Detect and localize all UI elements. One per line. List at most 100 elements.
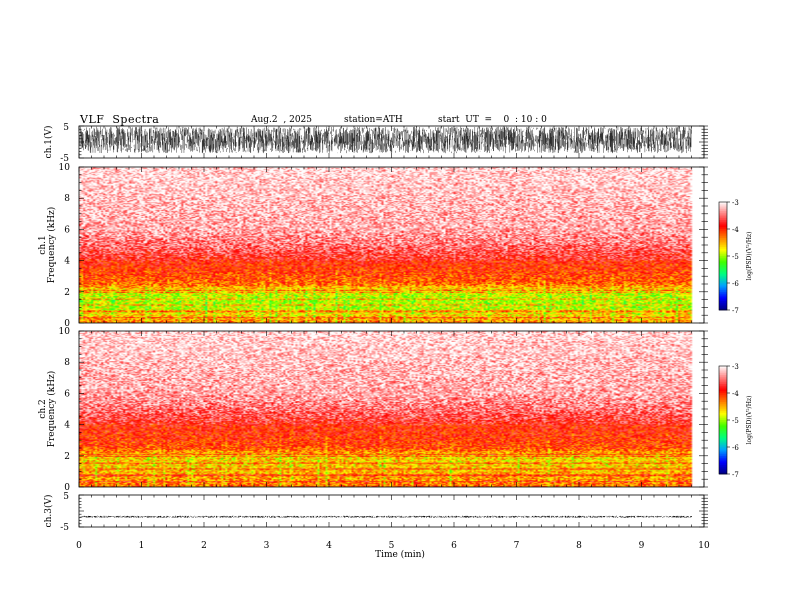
colorbar-cell bbox=[719, 375, 727, 378]
colorbar-cell bbox=[719, 218, 727, 221]
colorbar-cell bbox=[719, 306, 727, 309]
colorbar-cell bbox=[719, 423, 727, 426]
colorbar-cell bbox=[719, 234, 727, 237]
colorbar-cell bbox=[719, 459, 727, 462]
colorbar-cell bbox=[719, 454, 727, 457]
ch3-waveform-ytick-top: 5 bbox=[63, 492, 69, 502]
colorbar-tick-label: -4 bbox=[732, 390, 739, 398]
colorbar-cell bbox=[719, 308, 727, 311]
time-axis-tick-label: 0 bbox=[76, 541, 82, 551]
frequency-tick-label: 0 bbox=[64, 319, 70, 329]
colorbar-cell bbox=[719, 470, 727, 473]
colorbar-cell bbox=[719, 214, 727, 217]
frequency-tick-label: 4 bbox=[64, 257, 70, 267]
ch1-spectrogram-ytick-labels: 0 2 4 6 8 10 bbox=[59, 163, 71, 329]
colorbar-cell bbox=[719, 216, 727, 219]
colorbar-cell bbox=[719, 225, 727, 228]
colorbar-cell bbox=[719, 393, 727, 396]
colorbar-cell bbox=[719, 420, 727, 423]
colorbar-cell bbox=[719, 429, 727, 432]
colorbar-tick-label: -7 bbox=[732, 471, 739, 479]
colorbar-cell bbox=[719, 369, 727, 372]
time-axis-tick-label: 8 bbox=[576, 541, 582, 551]
colorbar-cell bbox=[719, 268, 727, 271]
colorbar-cell bbox=[719, 283, 727, 286]
colorbar-cell bbox=[719, 439, 727, 442]
colorbar-cell bbox=[719, 434, 727, 437]
ch1-waveform-panel: 5 -5 ch.1(V) bbox=[43, 123, 708, 164]
colorbar-cell bbox=[719, 418, 727, 421]
colorbar-cell bbox=[719, 295, 727, 298]
colorbar-cell bbox=[719, 270, 727, 273]
colorbar-cell bbox=[719, 254, 727, 257]
colorbar-cell bbox=[719, 236, 727, 239]
colorbar-cell bbox=[719, 387, 727, 390]
ylabel-line: Frequency (kHz) bbox=[46, 371, 57, 448]
colorbar-cell bbox=[719, 211, 727, 214]
colorbar-cell bbox=[719, 448, 727, 451]
ch1-waveform-ytick-bottom: -5 bbox=[60, 154, 69, 164]
colorbar-cell bbox=[719, 382, 727, 385]
frequency-tick-label: 10 bbox=[59, 163, 71, 173]
colorbar-cell bbox=[719, 391, 727, 394]
colorbar-cell bbox=[719, 275, 727, 278]
colorbar-cell bbox=[719, 299, 727, 302]
start-ut-label: start UT = 0 : 10 : 0 bbox=[438, 115, 547, 125]
colorbar-tick-label: -6 bbox=[732, 280, 739, 288]
date-label: Aug.2 , 2025 bbox=[251, 115, 312, 125]
colorbar-tick-label: -5 bbox=[732, 417, 739, 425]
colorbar-cell bbox=[719, 290, 727, 293]
colorbar-cell bbox=[719, 407, 727, 410]
colorbar-cell bbox=[719, 250, 727, 253]
time-axis-tick-label: 7 bbox=[514, 541, 520, 551]
colorbar-cell bbox=[719, 378, 727, 381]
colorbar-cell bbox=[719, 259, 727, 262]
colorbar-cell bbox=[719, 230, 727, 233]
colorbar-cell bbox=[719, 412, 727, 415]
colorbar-cell bbox=[719, 257, 727, 260]
colorbar-tick-label: -3 bbox=[732, 363, 739, 371]
colorbar-cell bbox=[719, 405, 727, 408]
colorbar-cell bbox=[719, 400, 727, 403]
colorbar-cell bbox=[719, 293, 727, 296]
colorbar-cell bbox=[719, 447, 727, 450]
colorbar-cell bbox=[719, 421, 727, 424]
colorbar-cell bbox=[719, 243, 727, 246]
colorbar-cell bbox=[719, 286, 727, 289]
colorbar-cell bbox=[719, 248, 727, 251]
ch2-spectrogram-ytick-labels: 0 2 4 6 8 10 bbox=[59, 327, 71, 493]
colorbar-cell bbox=[719, 403, 727, 406]
colorbar-cell bbox=[719, 371, 727, 374]
colorbar-cell bbox=[719, 457, 727, 460]
colorbar-tick-label: -5 bbox=[732, 253, 739, 261]
ch3-waveform-trace bbox=[79, 515, 692, 518]
colorbar-cell bbox=[719, 281, 727, 284]
ylabel-line: ch.2 bbox=[38, 399, 48, 418]
time-axis-tick-label: 6 bbox=[451, 541, 457, 551]
colorbar-cell bbox=[719, 203, 727, 206]
colorbar-cell bbox=[719, 472, 727, 475]
time-axis-tick-label: 4 bbox=[326, 541, 332, 551]
colorbar-tick-label: -7 bbox=[732, 307, 739, 315]
colorbar-cell bbox=[719, 263, 727, 266]
colorbar-cell bbox=[719, 432, 727, 435]
colorbar-cell bbox=[719, 427, 727, 430]
ch2-spectrogram-panel: 0 2 4 6 8 10 ch.2Frequency (kHz) -3 -4 -5 -6 -7 lo… bbox=[38, 327, 753, 493]
colorbar-cell bbox=[719, 402, 727, 405]
colorbar-cell bbox=[719, 430, 727, 433]
colorbar-cell bbox=[719, 366, 727, 369]
colorbar-cell bbox=[719, 288, 727, 291]
time-axis-tick-label: 2 bbox=[201, 541, 207, 551]
time-axis-tick-label: 5 bbox=[389, 541, 395, 551]
ylabel-line: Frequency (kHz) bbox=[46, 207, 57, 284]
ch2-spectrogram-image bbox=[79, 331, 704, 487]
ch1-spectrogram-panel: 0 2 4 6 8 10 ch.1Frequency (kHz) -3 -4 -5 -6 -7 lo… bbox=[38, 163, 753, 329]
colorbar-tick-label: -4 bbox=[732, 226, 739, 234]
colorbar-cell bbox=[719, 223, 727, 226]
ylabel-line: ch.1 bbox=[38, 235, 48, 254]
colorbar-cell bbox=[719, 301, 727, 304]
colorbar-cell bbox=[719, 272, 727, 275]
frequency-tick-label: 2 bbox=[64, 288, 70, 298]
colorbar-cell bbox=[719, 389, 727, 392]
frequency-tick-label: 8 bbox=[64, 194, 70, 204]
